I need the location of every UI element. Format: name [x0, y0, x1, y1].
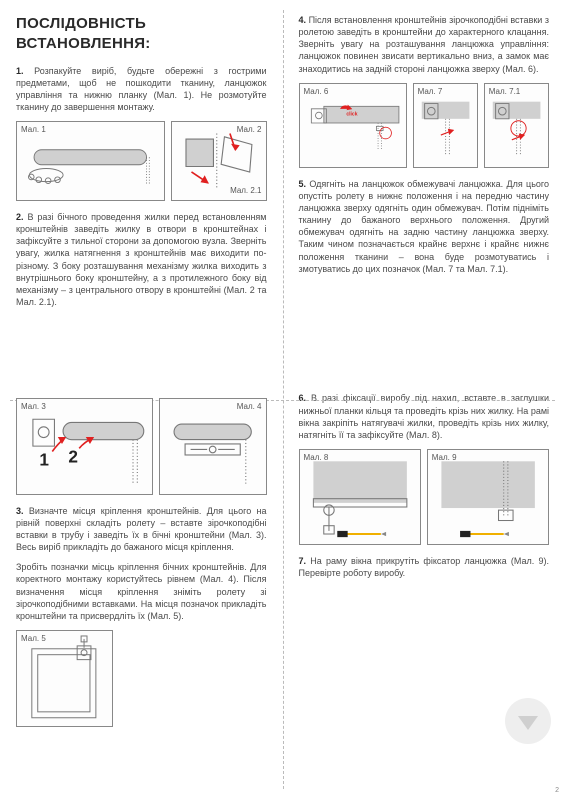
step-7-text: 7. На раму вікна прикрутіть фіксатор лан…	[299, 555, 550, 579]
step-4-num: 4.	[299, 15, 307, 25]
figure-7: Мал. 7	[413, 83, 478, 168]
fig-6-label: Мал. 6	[304, 87, 329, 98]
figure-8: Мал. 8	[299, 449, 421, 545]
fig-5-label: Мал. 5	[21, 634, 46, 645]
figure-4: Мал. 4	[159, 398, 266, 494]
quadrant-bottom-left: Мал. 3 1 2 Мал. 4	[0, 378, 283, 799]
fig-4-label: Мал. 4	[237, 402, 262, 413]
fig-3-label: Мал. 3	[21, 402, 46, 413]
page-number: 2	[555, 786, 559, 795]
step-2-text: 2. В разі бічного проведення жилки перед…	[16, 211, 267, 308]
step-3-num: 3.	[16, 506, 24, 516]
fig-2-label: Мал. 2	[237, 125, 262, 136]
figure-9: Мал. 9	[427, 449, 549, 545]
watermark-icon	[505, 698, 551, 744]
quadrant-top-right: 4. Після встановлення кронштейнів зірочк…	[283, 0, 565, 378]
step-6-num: 6.	[299, 393, 307, 403]
fig-9-label: Мал. 9	[432, 453, 457, 464]
fig-row-4: Мал. 6 click Мал. 7	[299, 83, 550, 168]
click-label: click	[346, 111, 357, 117]
figure-6: Мал. 6 click	[299, 83, 407, 168]
figure-1: Мал. 1	[16, 121, 165, 201]
step-3-text: 3. Визначте місця кріплення кронштейнів.…	[16, 505, 267, 554]
figure-3: Мал. 3 1 2	[16, 398, 153, 494]
fig-8-label: Мал. 8	[304, 453, 329, 464]
fig-71-label: Мал. 7.1	[489, 87, 520, 98]
quadrant-top-left: ПОСЛІДОВНІСТЬ ВСТАНОВЛЕННЯ: 1. Розпакуйт…	[0, 0, 283, 378]
step-3b-text: Зробіть позначки місць кріплення бічних …	[16, 561, 267, 622]
fig-1-label: Мал. 1	[21, 125, 46, 136]
fig-row-1: Мал. 1 Мал. 2 Мал. 2.1	[16, 121, 267, 201]
step-4-text: 4. Після встановлення кронштейнів зірочк…	[299, 14, 550, 75]
spacer	[119, 630, 267, 727]
fig-row-2: Мал. 3 1 2 Мал. 4	[16, 398, 267, 494]
step-1-text: 1. Розпакуйте виріб, будьте обережні з г…	[16, 65, 267, 114]
page-title: ПОСЛІДОВНІСТЬ ВСТАНОВЛЕННЯ:	[16, 14, 267, 55]
step-5-num: 5.	[299, 179, 307, 189]
fig-row-3: Мал. 5	[16, 630, 267, 727]
step-1-num: 1.	[16, 66, 24, 76]
step-5-text: 5. Одягніть на ланцюжок обмежувачі ланцю…	[299, 178, 550, 275]
step-7-num: 7.	[299, 556, 307, 566]
fig-row-5: Мал. 8 Мал. 9	[299, 449, 550, 545]
figure-71: Мал. 7.1	[484, 83, 549, 168]
fig-21-label: Мал. 2.1	[230, 186, 261, 197]
figure-5: Мал. 5	[16, 630, 113, 727]
figure-2: Мал. 2 Мал. 2.1	[171, 121, 267, 201]
step-2-num: 2.	[16, 212, 24, 222]
svg-text:1: 1	[39, 450, 49, 470]
svg-text:2: 2	[68, 447, 78, 467]
fig-7-label: Мал. 7	[418, 87, 443, 98]
